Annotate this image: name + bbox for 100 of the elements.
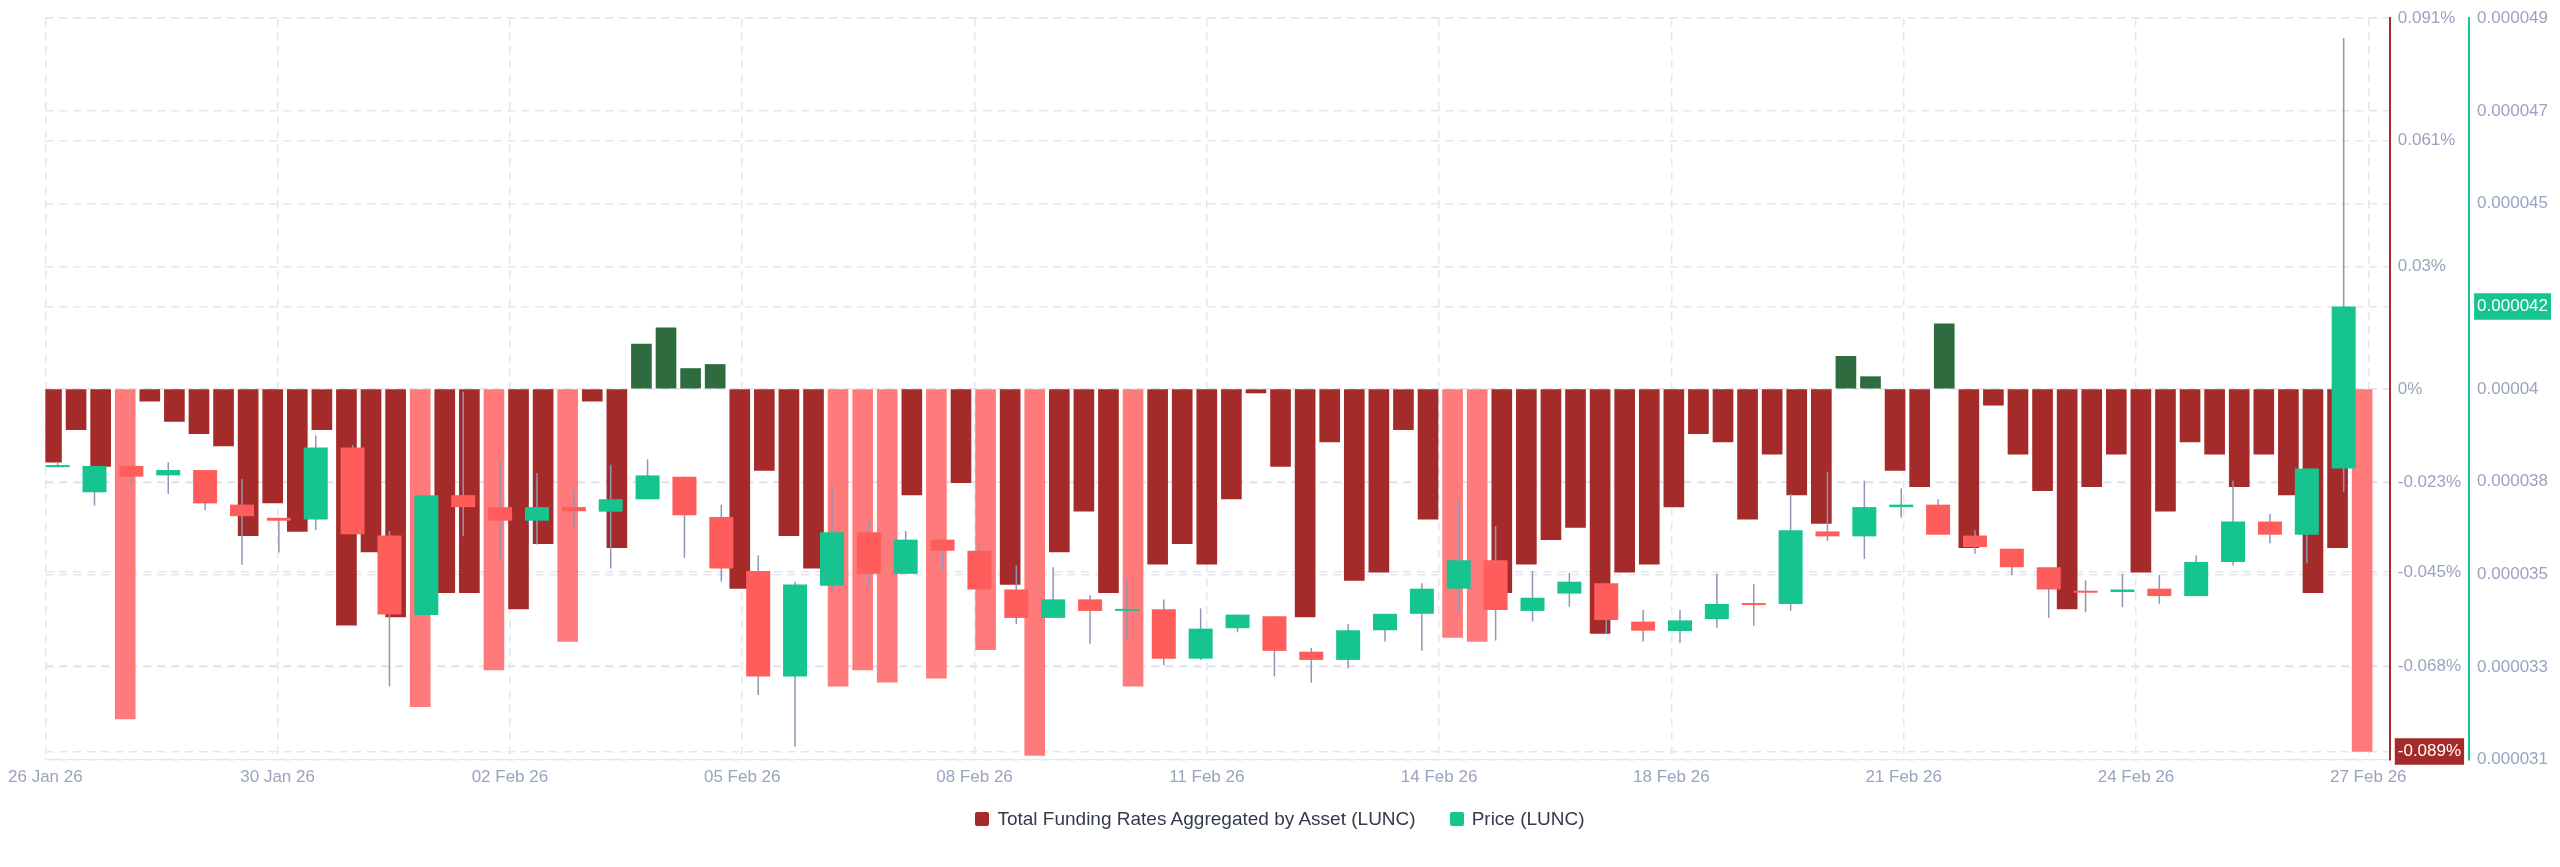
y-tick-label: 0.091% bbox=[2397, 7, 2456, 27]
bar bbox=[2130, 389, 2152, 573]
bar bbox=[2105, 389, 2127, 455]
y-tick-label: -0.089% bbox=[2397, 741, 2462, 761]
bar bbox=[2032, 389, 2053, 492]
y2-tick-label: 0.00004 bbox=[2477, 378, 2539, 398]
bar bbox=[1835, 355, 1857, 389]
candlestick bbox=[229, 478, 254, 566]
candlestick bbox=[2257, 513, 2282, 545]
x-tick-label: 24 Feb 26 bbox=[2097, 767, 2175, 787]
bar bbox=[999, 389, 1021, 585]
bar bbox=[1221, 389, 1242, 500]
y-tick-label: 0.03% bbox=[2397, 256, 2446, 276]
candlestick bbox=[561, 489, 586, 531]
bar bbox=[1983, 389, 2004, 406]
bar bbox=[704, 364, 726, 389]
bar bbox=[2253, 389, 2275, 455]
x-tick-label: 11 Feb 26 bbox=[1169, 767, 1245, 787]
x-tick-label: 21 Feb 26 bbox=[1865, 767, 1942, 787]
x-tick-label: 26 Jan 26 bbox=[7, 767, 83, 787]
bar bbox=[2081, 389, 2103, 487]
bar bbox=[2155, 389, 2176, 512]
bar bbox=[1565, 389, 1586, 528]
y-tick-label: -0.023% bbox=[2397, 472, 2462, 492]
x-tick-label: 18 Feb 26 bbox=[1633, 767, 1710, 787]
x-tick-label: 05 Feb 26 bbox=[703, 767, 781, 787]
bar bbox=[1688, 389, 1709, 435]
bar bbox=[1811, 389, 1832, 524]
y-tick-label: -0.068% bbox=[2397, 655, 2462, 675]
bar bbox=[655, 327, 677, 389]
candlestick bbox=[2110, 573, 2135, 608]
candlestick bbox=[2073, 579, 2098, 613]
bar bbox=[1516, 389, 1537, 565]
candlestick bbox=[1373, 613, 1398, 643]
y2-tick-label: 0.000049 bbox=[2477, 7, 2548, 27]
bar bbox=[164, 389, 185, 422]
candlestick bbox=[1041, 566, 1066, 619]
bar bbox=[2007, 389, 2029, 455]
y2-tick-label: 0.000047 bbox=[2477, 100, 2548, 120]
y2-tick-label: 0.000035 bbox=[2477, 563, 2548, 583]
bar bbox=[1737, 389, 1758, 520]
candlestick bbox=[2036, 566, 2061, 619]
bar bbox=[1024, 389, 1046, 756]
bar bbox=[1343, 389, 1365, 581]
candlestick bbox=[451, 391, 476, 538]
bar bbox=[311, 389, 333, 430]
bar bbox=[1294, 389, 1316, 618]
bar bbox=[1393, 389, 1414, 430]
bar bbox=[901, 389, 923, 496]
candlestick bbox=[1520, 570, 1545, 623]
x-tick-label: 02 Feb 26 bbox=[471, 767, 549, 787]
bar bbox=[581, 389, 603, 402]
candlestick bbox=[1815, 470, 1840, 542]
bar bbox=[1270, 389, 1291, 467]
legend-label: Price (LUNC) bbox=[1471, 808, 1585, 830]
bar bbox=[1368, 389, 1390, 573]
bar bbox=[1761, 389, 1783, 455]
bar bbox=[778, 389, 800, 536]
y2-tick-label: 0.000042 bbox=[2477, 296, 2548, 316]
bar bbox=[2179, 389, 2201, 443]
bar bbox=[2278, 389, 2299, 496]
bar bbox=[1171, 389, 1193, 545]
bar bbox=[1540, 389, 1562, 540]
bar bbox=[876, 389, 898, 683]
candlestick bbox=[1557, 571, 1582, 608]
bar bbox=[1098, 389, 1119, 593]
bar bbox=[508, 389, 529, 610]
bar bbox=[803, 389, 824, 569]
bar bbox=[631, 343, 652, 389]
bar bbox=[262, 389, 284, 504]
bar bbox=[1909, 389, 1930, 487]
bar bbox=[213, 389, 234, 447]
candlestick bbox=[1631, 609, 1656, 643]
bar bbox=[2056, 389, 2078, 610]
bar bbox=[65, 389, 87, 430]
bar bbox=[1319, 389, 1341, 443]
x-tick-label: 27 Feb 26 bbox=[2329, 767, 2407, 787]
candlestick bbox=[266, 517, 291, 554]
candlestick bbox=[1999, 547, 2024, 576]
bar bbox=[1466, 389, 1488, 642]
bar bbox=[1196, 389, 1218, 565]
bar bbox=[1048, 389, 1070, 553]
candlestick bbox=[598, 463, 623, 570]
y-tick-label: 0.061% bbox=[2397, 130, 2456, 150]
candlestick bbox=[930, 538, 955, 572]
bar bbox=[1614, 389, 1636, 573]
bar bbox=[1933, 323, 1955, 389]
candlestick bbox=[1704, 573, 1729, 629]
legend-label: Total Funding Rates Aggregated by Asset (LUNC) bbox=[997, 808, 1416, 830]
candlestick bbox=[1114, 579, 1139, 639]
bar bbox=[434, 389, 456, 593]
bar bbox=[2351, 389, 2373, 752]
candlestick bbox=[1741, 583, 1766, 627]
candlestick bbox=[524, 472, 549, 546]
bar bbox=[1786, 389, 1808, 496]
candlestick bbox=[1667, 609, 1692, 644]
y2-tick-label: 0.000045 bbox=[2477, 193, 2548, 213]
candlestick bbox=[1962, 529, 1987, 555]
candlestick bbox=[1078, 594, 1103, 645]
bar bbox=[1417, 389, 1439, 520]
